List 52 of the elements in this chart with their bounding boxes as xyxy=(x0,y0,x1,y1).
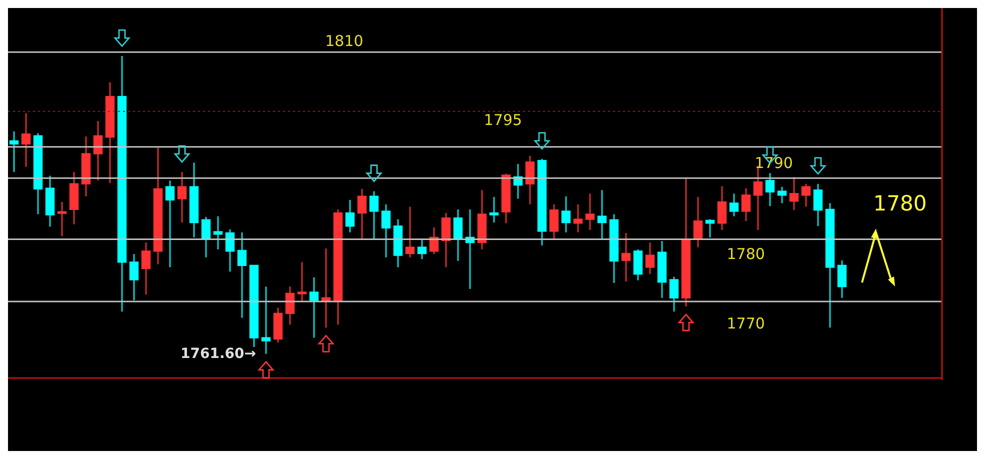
candlestick xyxy=(297,262,307,302)
candlestick xyxy=(309,276,319,338)
candlestick xyxy=(837,260,847,298)
text: 1780 xyxy=(873,192,927,216)
candlestick xyxy=(285,286,295,326)
candlestick xyxy=(201,216,211,258)
candlestick xyxy=(693,196,703,248)
candlestick xyxy=(9,130,19,172)
candlestick xyxy=(345,199,355,233)
candlestick xyxy=(441,212,451,268)
candlestick xyxy=(357,188,367,240)
candlestick xyxy=(93,120,103,182)
candlestick xyxy=(741,188,751,222)
candlestick xyxy=(717,186,727,231)
candlestick xyxy=(789,176,799,211)
candlestick xyxy=(417,238,427,260)
candlestick xyxy=(597,189,607,240)
candlestick xyxy=(381,204,391,258)
annotation: 1795 xyxy=(484,110,522,129)
annotation: 1770 xyxy=(726,314,765,332)
annotation: 1790 xyxy=(754,154,793,172)
candlestick xyxy=(177,171,187,224)
candlestick xyxy=(489,196,499,224)
candlestick xyxy=(213,216,223,250)
candlestick xyxy=(705,218,715,238)
candlestick xyxy=(21,112,31,168)
candlestick xyxy=(453,208,463,262)
candlestick xyxy=(525,155,535,205)
candlestick xyxy=(549,204,559,240)
annotation: 1780 xyxy=(726,245,765,264)
candlestick xyxy=(621,232,631,282)
candlestick xyxy=(801,183,811,208)
candlestick xyxy=(573,204,583,233)
candlestick xyxy=(405,206,415,258)
candlestick xyxy=(561,196,571,233)
candlestick xyxy=(765,172,775,207)
annotation: 1761.60→ xyxy=(180,346,256,362)
candlestick xyxy=(237,232,247,318)
candlestick xyxy=(129,253,139,301)
candlestick xyxy=(669,276,679,312)
candlestick xyxy=(369,190,379,240)
candlestick xyxy=(585,193,595,231)
candlestick xyxy=(777,186,787,204)
candlestick xyxy=(633,248,643,281)
candlestick xyxy=(645,242,655,275)
candlestick xyxy=(729,193,739,217)
candlestick xyxy=(261,286,271,354)
candlestick xyxy=(813,183,823,227)
candlestick xyxy=(57,201,67,237)
candlestick xyxy=(165,180,175,268)
text: 1810 xyxy=(325,32,364,50)
candlestick xyxy=(141,242,151,296)
